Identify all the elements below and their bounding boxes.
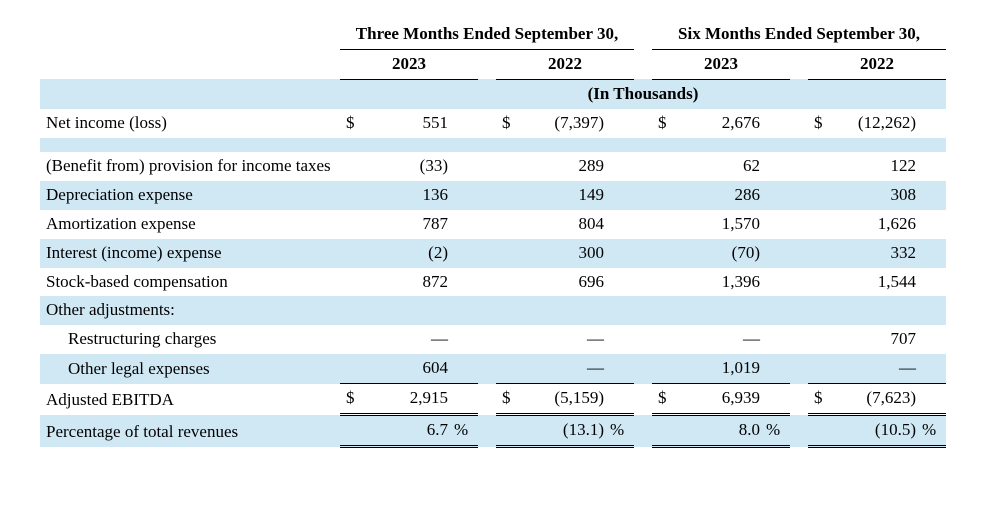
val-amort-t2023: 787 bbox=[364, 210, 454, 239]
val-amort-s2023: 1,570 bbox=[676, 210, 766, 239]
val-interest-s2023: (70) bbox=[676, 239, 766, 268]
row-other-adj-header: Other adjustments: bbox=[40, 296, 946, 325]
three-months-header: Three Months Ended September 30, bbox=[340, 20, 634, 49]
ebitda-reconciliation-table: Three Months Ended September 30, Six Mon… bbox=[40, 20, 946, 448]
val-net-income-s2022: (12,262) bbox=[832, 109, 922, 138]
label-adj-ebitda: Adjusted EBITDA bbox=[40, 384, 340, 415]
val-interest-s2022: 332 bbox=[832, 239, 922, 268]
val-interest-t2022: 300 bbox=[520, 239, 610, 268]
year-header-row: 2023 2022 2023 2022 bbox=[40, 49, 946, 79]
val-adj-ebitda-s2022: (7,623) bbox=[832, 384, 922, 415]
val-amort-t2022: 804 bbox=[520, 210, 610, 239]
label-pct-rev: Percentage of total revenues bbox=[40, 415, 340, 447]
col-s2023: 2023 bbox=[652, 49, 790, 79]
val-legal-s2022: — bbox=[832, 354, 922, 383]
row-adj-ebitda: Adjusted EBITDA $ 2,915 $ (5,159) $ 6,93… bbox=[40, 384, 946, 415]
row-pct-rev: Percentage of total revenues 6.7 % (13.1… bbox=[40, 415, 946, 447]
val-adj-ebitda-t2022: (5,159) bbox=[520, 384, 610, 415]
val-tax-t2022: 289 bbox=[520, 152, 610, 181]
val-dep-t2022: 149 bbox=[520, 181, 610, 210]
spacer-row bbox=[40, 138, 946, 152]
val-sbc-t2023: 872 bbox=[364, 268, 454, 297]
label-dep: Depreciation expense bbox=[40, 181, 340, 210]
label-legal: Other legal expenses bbox=[40, 354, 340, 383]
val-tax-t2023: (33) bbox=[364, 152, 454, 181]
col-s2022: 2022 bbox=[808, 49, 946, 79]
row-legal: Other legal expenses 604 — 1,019 — bbox=[40, 354, 946, 383]
row-sbc: Stock-based compensation 872 696 1,396 1… bbox=[40, 268, 946, 297]
val-net-income-t2022: (7,397) bbox=[520, 109, 610, 138]
val-dep-s2022: 308 bbox=[832, 181, 922, 210]
row-dep: Depreciation expense 136 149 286 308 bbox=[40, 181, 946, 210]
val-restruct-t2022: — bbox=[520, 325, 610, 354]
label-amort: Amortization expense bbox=[40, 210, 340, 239]
row-restruct: Restructuring charges — — — 707 bbox=[40, 325, 946, 354]
val-pct-t2023: 6.7 bbox=[364, 415, 454, 447]
col-t2022: 2022 bbox=[496, 49, 634, 79]
val-dep-t2023: 136 bbox=[364, 181, 454, 210]
col-t2023: 2023 bbox=[340, 49, 478, 79]
val-legal-t2023: 604 bbox=[364, 354, 454, 383]
val-tax-s2023: 62 bbox=[676, 152, 766, 181]
label-other-adj: Other adjustments: bbox=[40, 296, 340, 325]
val-amort-s2022: 1,626 bbox=[832, 210, 922, 239]
val-sbc-s2023: 1,396 bbox=[676, 268, 766, 297]
label-tax: (Benefit from) provision for income taxe… bbox=[40, 152, 340, 181]
label-restruct: Restructuring charges bbox=[40, 325, 340, 354]
unit-header: (In Thousands) bbox=[340, 79, 946, 108]
val-tax-s2022: 122 bbox=[832, 152, 922, 181]
six-months-header: Six Months Ended September 30, bbox=[652, 20, 946, 49]
val-sbc-s2022: 1,544 bbox=[832, 268, 922, 297]
label-sbc: Stock-based compensation bbox=[40, 268, 340, 297]
period-header-row: Three Months Ended September 30, Six Mon… bbox=[40, 20, 946, 49]
currency-symbol: $ bbox=[340, 109, 364, 138]
val-pct-t2022: (13.1) bbox=[520, 415, 610, 447]
val-legal-t2022: — bbox=[520, 354, 610, 383]
val-restruct-s2022: 707 bbox=[832, 325, 922, 354]
row-tax: (Benefit from) provision for income taxe… bbox=[40, 152, 946, 181]
val-sbc-t2022: 696 bbox=[520, 268, 610, 297]
val-legal-s2023: 1,019 bbox=[676, 354, 766, 383]
val-net-income-s2023: 2,676 bbox=[676, 109, 766, 138]
row-amort: Amortization expense 787 804 1,570 1,626 bbox=[40, 210, 946, 239]
val-restruct-s2023: — bbox=[676, 325, 766, 354]
label-net-income: Net income (loss) bbox=[40, 109, 340, 138]
val-pct-s2023: 8.0 bbox=[676, 415, 766, 447]
row-net-income: Net income (loss) $ 551 $ (7,397) $ 2,67… bbox=[40, 109, 946, 138]
unit-header-row: (In Thousands) bbox=[40, 79, 946, 108]
val-restruct-t2023: — bbox=[364, 325, 454, 354]
val-interest-t2023: (2) bbox=[364, 239, 454, 268]
val-adj-ebitda-s2023: 6,939 bbox=[676, 384, 766, 415]
val-adj-ebitda-t2023: 2,915 bbox=[364, 384, 454, 415]
val-pct-s2022: (10.5) bbox=[832, 415, 922, 447]
percent-symbol: % bbox=[454, 415, 478, 447]
val-dep-s2023: 286 bbox=[676, 181, 766, 210]
val-net-income-t2023: 551 bbox=[364, 109, 454, 138]
label-interest: Interest (income) expense bbox=[40, 239, 340, 268]
row-interest: Interest (income) expense (2) 300 (70) 3… bbox=[40, 239, 946, 268]
